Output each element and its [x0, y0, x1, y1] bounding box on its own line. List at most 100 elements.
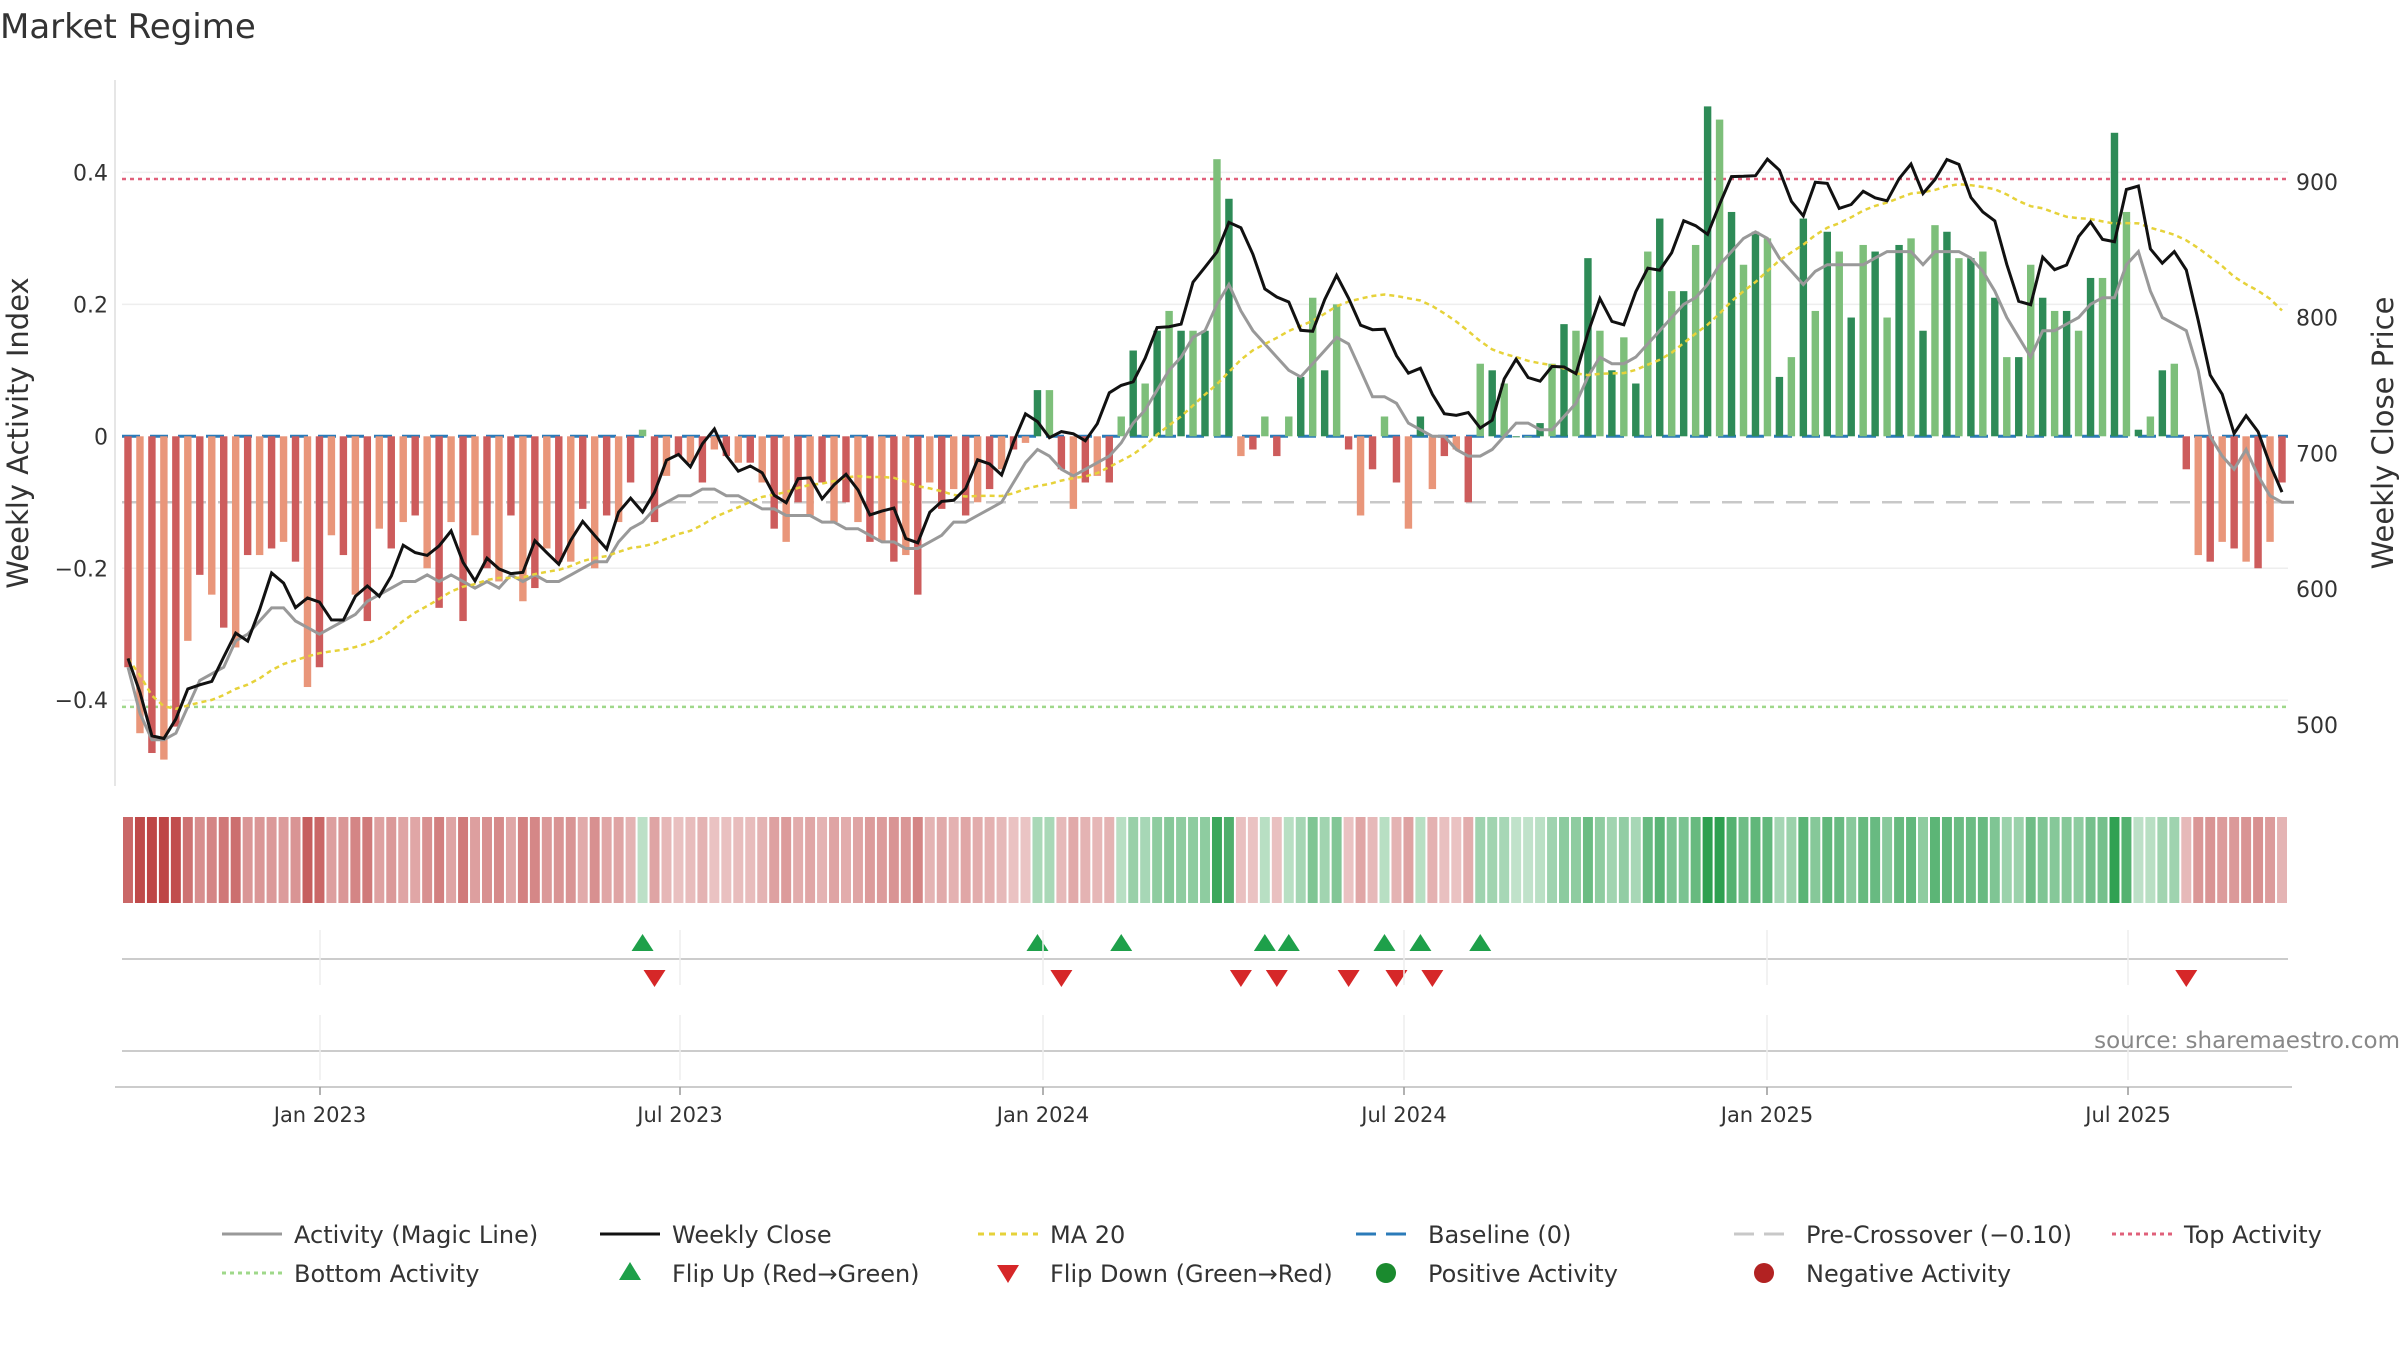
- activity-bar: [1560, 324, 1568, 437]
- left-tick-label: 0.2: [73, 293, 108, 318]
- regime-cell: [1834, 817, 1845, 903]
- activity-bar: [243, 436, 252, 556]
- activity-bar: [1524, 436, 1532, 438]
- legend-item-baseline: Baseline (0): [1356, 1221, 1571, 1249]
- activity-bar: [459, 436, 467, 622]
- activity-bar: [1632, 383, 1640, 437]
- regime-cell: [1152, 817, 1163, 903]
- regime-cell: [817, 817, 828, 903]
- regime-cell: [1714, 817, 1725, 903]
- regime-cell: [2097, 817, 2108, 903]
- activity-bar: [184, 436, 192, 641]
- regime-cell: [1475, 817, 1486, 903]
- flip-down-marker: [1265, 970, 1288, 987]
- flip-up-marker: [1469, 934, 1492, 951]
- regime-cell: [2217, 817, 2228, 903]
- regime-cell: [2049, 817, 2060, 903]
- regime-cell: [1343, 817, 1354, 903]
- left-tick-label: 0: [94, 425, 108, 450]
- date-tick-label: Jan 2025: [1719, 1103, 1814, 1127]
- activity-bar: [878, 436, 886, 542]
- regime-cell: [2085, 817, 2096, 903]
- regime-cell: [326, 817, 337, 903]
- activity-bar: [1739, 264, 1748, 437]
- weekly-close-series: [126, 156, 2284, 741]
- activity-bar: [902, 436, 910, 556]
- activity-bar: [1093, 436, 1102, 476]
- activity-bar: [208, 436, 216, 595]
- regime-cell: [1906, 817, 1917, 903]
- date-tick-label: Jan 2023: [272, 1103, 367, 1127]
- regime-cell: [829, 817, 840, 903]
- flip-down-marker: [1229, 970, 1252, 987]
- regime-cell: [350, 817, 361, 903]
- regime-cell: [972, 817, 983, 903]
- regime-cell: [948, 817, 959, 903]
- activity-bar: [626, 436, 635, 483]
- activity-bar: [1835, 251, 1843, 437]
- reference-lines: [122, 177, 2288, 709]
- regime-cell: [2133, 817, 2144, 903]
- legend: Activity (Magic Line) Weekly Close MA 20…: [222, 1221, 2322, 1288]
- legend-label-flip-up: Flip Up (Red→Green): [672, 1260, 920, 1288]
- activity-bar: [614, 436, 623, 523]
- regime-cell: [182, 817, 193, 903]
- flip-up-marker: [1409, 934, 1432, 951]
- regime-cell: [1726, 817, 1737, 903]
- regime-cell: [1319, 817, 1330, 903]
- activity-bar: [220, 436, 228, 628]
- regime-cell: [924, 817, 935, 903]
- activity-bar: [2194, 436, 2202, 556]
- activity-bar: [1811, 310, 1820, 437]
- regime-cell: [482, 817, 492, 903]
- left-tick-label: −0.2: [55, 557, 108, 582]
- regime-cell: [1223, 817, 1234, 903]
- regime-cell: [2013, 817, 2024, 903]
- legend-item-activity: Activity (Magic Line): [222, 1221, 538, 1249]
- regime-cell: [2145, 817, 2156, 903]
- activity-bar: [423, 436, 431, 569]
- activity-bar: [531, 436, 539, 589]
- regime-cell: [410, 817, 421, 903]
- left-axis-ticks: 0.4 0.2 0 −0.2 −0.4: [55, 161, 108, 714]
- regime-cell: [1439, 817, 1450, 903]
- activity-bar: [315, 436, 324, 668]
- activity-bar: [1691, 244, 1700, 437]
- source-label: source: sharemaestro.com: [2094, 1028, 2400, 1054]
- regime-cell: [793, 817, 804, 903]
- left-axis-title: Weekly Activity Index: [1, 277, 35, 588]
- regime-cell: [1702, 817, 1713, 903]
- right-tick-label: 500: [2296, 714, 2338, 739]
- regime-cell: [2109, 817, 2120, 903]
- activity-bar: [1249, 436, 1257, 450]
- activity-bar: [806, 436, 814, 516]
- regime-cell: [1415, 817, 1426, 903]
- regime-cell: [649, 817, 660, 903]
- right-tick-label: 900: [2296, 171, 2338, 196]
- activity-bar: [1117, 416, 1125, 437]
- legend-item-positive-activity: Positive Activity: [1376, 1260, 1618, 1288]
- activity-bar: [1105, 436, 1113, 483]
- regime-cell: [601, 817, 612, 903]
- activity-bar: [435, 436, 443, 608]
- legend-item-flip-down: Flip Down (Green→Red): [997, 1260, 1333, 1288]
- regime-cell: [2025, 817, 2036, 903]
- legend-item-bottom-activity: Bottom Activity: [222, 1260, 479, 1288]
- regime-cell: [1140, 817, 1151, 903]
- regime-cell: [1379, 817, 1390, 903]
- regime-cell: [470, 817, 481, 903]
- regime-cell: [362, 817, 373, 903]
- regime-cell: [1020, 817, 1031, 903]
- regime-cell: [2121, 817, 2132, 903]
- regime-cell: [1630, 817, 1641, 903]
- activity-bar: [1356, 436, 1365, 516]
- regime-strip: [123, 817, 2287, 903]
- legend-item-top-activity: Top Activity: [2112, 1221, 2322, 1249]
- activity-bar: [507, 436, 515, 516]
- regime-cell: [1092, 817, 1103, 903]
- flip-up-marker: [631, 934, 654, 951]
- regime-cell: [1523, 817, 1534, 903]
- regime-cell: [386, 817, 397, 903]
- regime-cell: [1882, 817, 1893, 903]
- bottom-panel: Jan 2023 Jul 2023 Jan 2024 Jul 2024 Jan 2025…: [115, 930, 2400, 1127]
